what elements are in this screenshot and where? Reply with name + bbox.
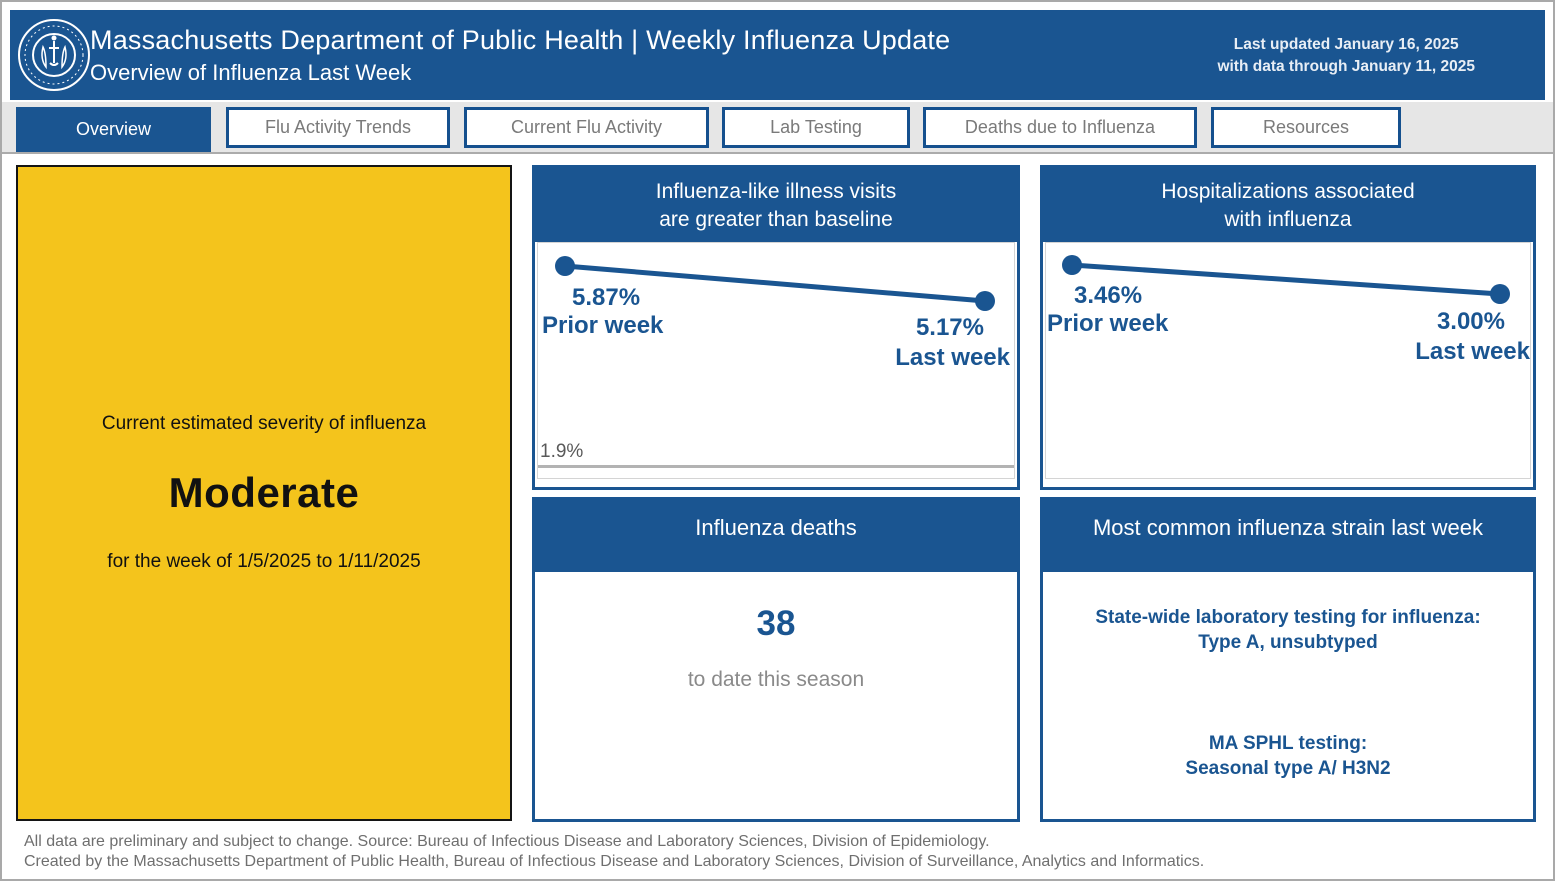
ili-prior-label: Prior week (542, 312, 664, 339)
severity-period: for the week of 1/5/2025 to 1/11/2025 (107, 551, 421, 572)
last-updated-line2: with data through January 11, 2025 (1217, 58, 1475, 76)
severity-panel: Current estimated severity of influenza … (16, 165, 512, 821)
deaths-card-title: Influenza deaths (535, 500, 1017, 572)
footer-line1: All data are preliminary and subject to … (24, 833, 990, 850)
sphl-line1: MA SPHL testing: (1208, 733, 1368, 754)
tab-deaths-due-to-influenza[interactable]: Deaths due to Influenza (923, 107, 1197, 148)
last-updated-line1: Last updated January 16, 2025 (1233, 36, 1459, 53)
ili-last-value: 5.17% (915, 314, 984, 341)
footer-disclaimer: All data are preliminary and subject to … (24, 832, 1204, 873)
mass-dph-seal-icon (18, 19, 90, 91)
severity-level-value: Moderate (168, 469, 360, 516)
hosp-title-line2: with influenza (1224, 207, 1352, 231)
sphl-testing-result: MA SPHL testing: Seasonal type A/ H3N2 (1043, 732, 1533, 781)
hosp-title-line1: Hospitalizations associated (1161, 180, 1415, 203)
deaths-caption: to date this season (687, 668, 865, 691)
tab-bar: Overview Flu Activity Trends Current Flu… (2, 102, 1553, 154)
hosp-last-value: 3.00% (1436, 308, 1505, 335)
influenza-deaths-card: Influenza deaths 38 to date this season (532, 497, 1020, 822)
ili-baseline-label: 1.9% (540, 441, 584, 462)
ili-trend-chart: 5.87% Prior week 5.17% Last week 1.9% (535, 242, 1017, 487)
hosp-last-label: Last week (1415, 338, 1530, 365)
common-strain-card: Most common influenza strain last week S… (1040, 497, 1536, 822)
footer-line2: Created by the Massachusetts Department … (24, 853, 1205, 871)
strain-card-title: Most common influenza strain last week (1043, 500, 1533, 572)
deaths-card-body: 38 to date this season (535, 572, 1017, 819)
hospitalizations-card: Hospitalizations associated with influen… (1040, 165, 1536, 490)
sphl-line2: Seasonal type A/ H3N2 (1185, 757, 1391, 779)
tab-resources[interactable]: Resources (1211, 107, 1401, 148)
ili-title-line2: are greater than baseline (659, 207, 893, 231)
deaths-count-value: 38 (756, 604, 796, 643)
page-subtitle: Overview of Influenza Last Week (90, 60, 412, 85)
ili-trend-line (555, 256, 995, 311)
strain-card-body: State-wide laboratory testing for influe… (1043, 572, 1533, 819)
statewide-testing-result: State-wide laboratory testing for influe… (1043, 606, 1533, 655)
ili-prior-value: 5.87% (572, 284, 641, 311)
last-updated-note: Last updated January 16, 2025 with data … (1217, 34, 1475, 79)
ili-last-label: Last week (895, 344, 1010, 371)
hosp-prior-label: Prior week (1047, 310, 1169, 337)
tab-flu-activity-trends[interactable]: Flu Activity Trends (226, 107, 450, 148)
page-title: Massachusetts Department of Public Healt… (90, 25, 951, 55)
hosp-card-title: Hospitalizations associated with influen… (1043, 168, 1533, 242)
ili-chart-area (537, 242, 1015, 479)
app-header: Massachusetts Department of Public Healt… (10, 10, 1545, 100)
ili-card-title: Influenza-like illness visits are greate… (535, 168, 1017, 242)
hosp-trend-line (1062, 255, 1510, 304)
hosp-chart-area (1045, 242, 1531, 479)
tab-current-flu-activity[interactable]: Current Flu Activity (464, 107, 709, 148)
ili-visits-card: Influenza-like illness visits are greate… (532, 165, 1020, 490)
statewide-line2: Type A, unsubtyped (1198, 631, 1378, 653)
hosp-trend-chart: 3.46% Prior week 3.00% Last week (1043, 242, 1533, 487)
statewide-line1: State-wide laboratory testing for influe… (1095, 607, 1481, 628)
tab-lab-testing[interactable]: Lab Testing (722, 107, 910, 148)
ili-baseline-rule (538, 465, 1014, 468)
ili-title-line1: Influenza-like illness visits (655, 180, 897, 203)
severity-label: Current estimated severity of influenza (101, 413, 427, 434)
tab-overview[interactable]: Overview (16, 107, 211, 152)
hosp-prior-value: 3.46% (1074, 282, 1143, 309)
